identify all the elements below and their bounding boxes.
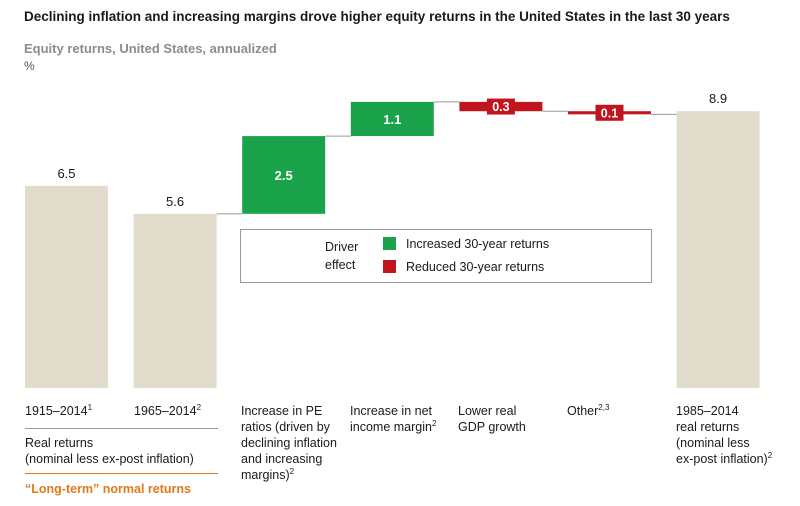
category-label-line: ex-post inflation) — [676, 452, 768, 466]
legend-item-decrease: Reduced 30-year returns — [383, 260, 544, 274]
chart-title: Declining inflation and increasing margi… — [24, 9, 730, 24]
category-label-1985-2014: 1985–2014 real returns (nominal less ex-… — [676, 403, 772, 467]
long-term-divider — [25, 473, 218, 474]
legend-title: Driver effect — [325, 238, 358, 274]
legend-label-increase: Increased 30-year returns — [406, 237, 550, 251]
data-label-2: 5.6 — [166, 194, 184, 209]
bar-7 — [676, 111, 760, 389]
footnote-marker: 2 — [196, 402, 202, 412]
legend-title-line-1: Driver — [325, 240, 359, 254]
real-returns-divider — [25, 428, 218, 429]
category-label-other: Other2,3 — [567, 403, 609, 419]
footnote-marker: 2,3 — [598, 402, 610, 412]
unit-label: % — [24, 59, 35, 73]
category-label-line: ratios (driven by — [241, 420, 330, 434]
category-label-pe-ratios: Increase in PE ratios (driven by declini… — [241, 403, 337, 483]
data-label-6: 0.1 — [601, 106, 618, 120]
legend-swatch-increase — [383, 237, 396, 250]
chart-subtitle: Equity returns, United States, annualize… — [24, 41, 277, 56]
data-label-1: 6.5 — [57, 166, 75, 181]
bar-1 — [25, 185, 108, 388]
bar-4 — [350, 101, 434, 137]
category-label-line: real returns — [676, 420, 740, 434]
data-label-box-6 — [595, 104, 624, 121]
footnote-marker: 1 — [87, 402, 93, 412]
category-label-line: Increase in net — [350, 404, 432, 418]
legend-label-decrease: Reduced 30-year returns — [406, 260, 545, 274]
footnote-marker: 2 — [289, 466, 295, 476]
legend-title-line-2: effect — [325, 258, 356, 272]
bar-3 — [242, 136, 326, 214]
long-term-note: “Long-term” normal returns — [25, 482, 191, 496]
bar-2 — [133, 213, 217, 388]
category-label-text: 1965–2014 — [134, 404, 197, 418]
real-returns-note-line-1: Real returns — [25, 436, 94, 450]
category-label-text: Other — [567, 404, 599, 418]
category-label-line: margins) — [241, 468, 290, 482]
category-label-line: and increasing — [241, 452, 323, 466]
data-label-7: 8.9 — [709, 91, 727, 106]
category-label-net-income-margin: Increase in net income margin2 — [350, 403, 436, 435]
data-label-box-5 — [486, 98, 515, 115]
category-label-line: declining inflation — [241, 436, 337, 450]
legend-item-increase: Increased 30-year returns — [383, 237, 549, 251]
category-label-line: income margin — [350, 420, 432, 434]
real-returns-note-line-2: (nominal less ex-post inflation) — [25, 452, 194, 466]
footnote-marker: 2 — [767, 450, 773, 460]
data-label-3: 2.5 — [275, 168, 293, 183]
footnote-marker: 2 — [431, 418, 437, 428]
real-returns-note: Real returns (nominal less ex-post infla… — [25, 435, 194, 467]
category-label-gdp-growth: Lower real GDP growth — [458, 403, 526, 435]
data-label-5: 0.3 — [492, 100, 509, 114]
category-label-line: Lower real — [458, 404, 517, 418]
category-label-line: GDP growth — [458, 420, 526, 434]
legend: Driver effect Increased 30-year returns … — [240, 229, 652, 283]
category-label-1915-2014: 1915–20141 — [25, 403, 92, 419]
legend-swatch-decrease — [383, 260, 396, 273]
category-label-line: 1985–2014 — [676, 404, 739, 418]
category-label-1965-2014: 1965–20142 — [134, 403, 201, 419]
category-label-line: Increase in PE — [241, 404, 323, 418]
category-label-text: 1915–2014 — [25, 404, 88, 418]
category-label-line: (nominal less — [676, 436, 750, 450]
data-label-4: 1.1 — [383, 112, 401, 127]
